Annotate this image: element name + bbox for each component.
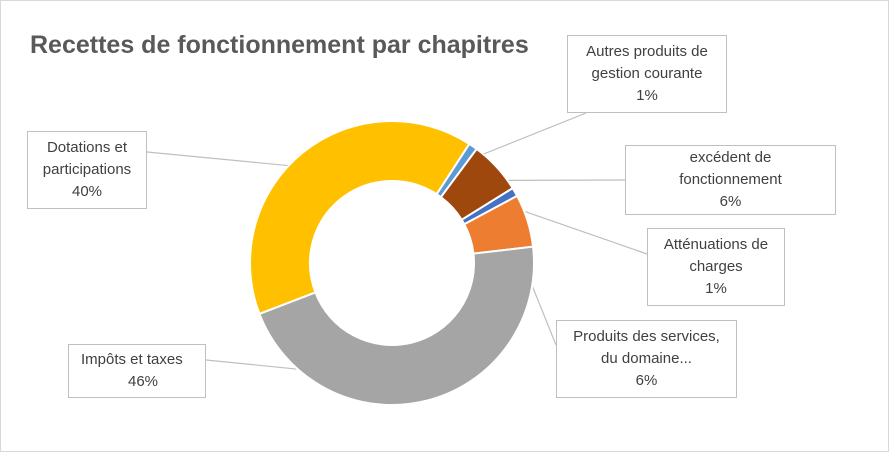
series-percent: 6%	[719, 193, 742, 210]
series-name: excédent de fonctionnement	[679, 149, 782, 188]
series-percent: 1%	[705, 280, 727, 297]
data-label-excedent: excédent de fonctionnement 6%	[625, 145, 836, 215]
data-label-attenuations: Atténuations de charges 1%	[647, 228, 785, 306]
series-percent: 6%	[635, 372, 658, 389]
series-percent: 40%	[71, 183, 103, 200]
data-label-autres-produits: Autres produits de gestion courante 1%	[567, 35, 727, 113]
series-percent: 46%	[127, 373, 159, 390]
series-name: Produits des services, du domaine...	[573, 328, 720, 367]
series-name: Autres produits de gestion courante	[586, 43, 708, 82]
data-label-dotations: Dotations et participations 40%	[27, 131, 147, 209]
series-name: Dotations et participations	[42, 139, 132, 178]
slice-dotations	[249, 120, 471, 316]
data-label-produits-services: Produits des services, du domaine... 6%	[556, 320, 737, 398]
series-name: Impôts et taxes	[81, 351, 183, 368]
leader-line-dotations	[146, 151, 316, 169]
data-label-impots: Impôts et taxes 46%	[68, 344, 206, 398]
chart-title: Recettes de fonctionnement par chapitres	[30, 31, 529, 59]
slice-impots	[258, 245, 535, 406]
series-name: Atténuations de charges	[663, 236, 769, 275]
series-percent: 1%	[636, 87, 658, 104]
